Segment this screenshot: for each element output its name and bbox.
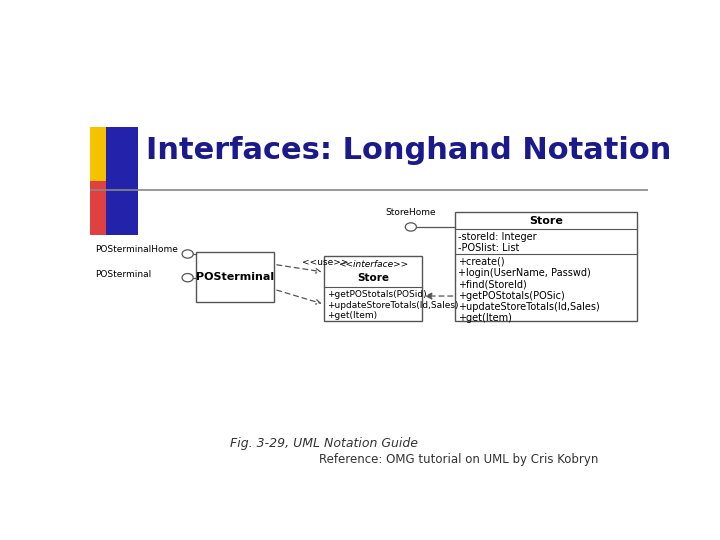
Bar: [196, 252, 274, 302]
Circle shape: [182, 250, 193, 258]
Text: Store: Store: [529, 216, 563, 226]
Bar: [456, 212, 636, 321]
Text: <<use>>: <<use>>: [302, 258, 348, 267]
Text: +updateStoreTotals(Id,Sales): +updateStoreTotals(Id,Sales): [459, 302, 600, 312]
Text: <<interface>>: <<interface>>: [338, 260, 408, 269]
Circle shape: [405, 223, 416, 231]
Text: Fig. 3-29, UML Notation Guide: Fig. 3-29, UML Notation Guide: [230, 437, 418, 450]
Text: -POSlist: List: -POSlist: List: [459, 244, 520, 253]
Text: +updateStoreTotals(Id,Sales): +updateStoreTotals(Id,Sales): [327, 301, 459, 310]
Text: +get(Item): +get(Item): [327, 311, 377, 320]
Text: POSterminal: POSterminal: [96, 271, 152, 279]
Text: +login(UserName, Passwd): +login(UserName, Passwd): [459, 268, 591, 278]
Text: +get(Item): +get(Item): [459, 313, 512, 323]
Text: +create(): +create(): [459, 257, 505, 267]
Text: POSterminal: POSterminal: [196, 272, 274, 282]
Text: Reference: OMG tutorial on UML by Cris Kobryn: Reference: OMG tutorial on UML by Cris K…: [318, 453, 598, 467]
Text: +getPOStotals(POSic): +getPOStotals(POSic): [459, 291, 565, 301]
Bar: [90, 127, 122, 181]
Text: Store: Store: [357, 273, 390, 284]
Text: +find(StoreId): +find(StoreId): [459, 279, 527, 289]
Text: -storeId: Integer: -storeId: Integer: [459, 232, 537, 242]
Text: StoreHome: StoreHome: [385, 207, 436, 217]
Text: Interfaces: Longhand Notation: Interfaces: Longhand Notation: [145, 136, 671, 165]
Bar: [324, 256, 422, 321]
Bar: [106, 127, 138, 235]
Text: POSterminalHome: POSterminalHome: [96, 245, 179, 254]
Text: +getPOStotals(POSid): +getPOStotals(POSid): [327, 291, 427, 299]
Bar: [90, 181, 122, 235]
Circle shape: [182, 274, 193, 282]
